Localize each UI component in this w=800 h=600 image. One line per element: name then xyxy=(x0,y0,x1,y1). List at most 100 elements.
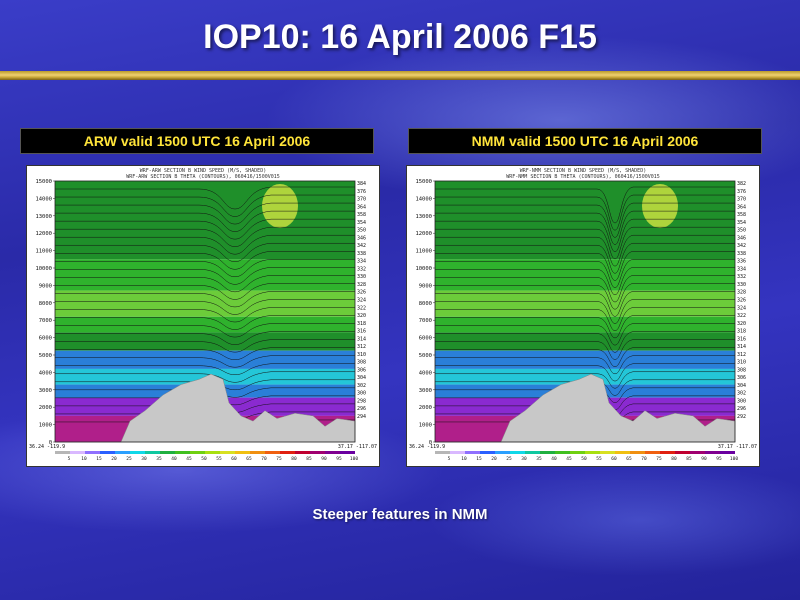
theta-contour xyxy=(435,315,735,339)
theta-contour xyxy=(55,339,355,353)
colorbar-swatch xyxy=(630,451,645,454)
colorbar-label: 70 xyxy=(261,456,267,462)
colorbar-swatch xyxy=(510,451,525,454)
y-tick-label: 8000 xyxy=(39,301,52,307)
theta-contour xyxy=(55,259,355,278)
theta-contour xyxy=(55,210,355,232)
colorbar-label: 90 xyxy=(701,456,707,462)
colorbar-label: 90 xyxy=(321,456,327,462)
y-tick-label: 13000 xyxy=(415,214,432,220)
theta-label: 382 xyxy=(737,181,746,187)
theta-label: 318 xyxy=(357,321,366,327)
theta-contour xyxy=(435,202,735,238)
colorbar-label: 95 xyxy=(336,456,342,462)
colorbar-label: 30 xyxy=(521,456,527,462)
colorbar-swatch xyxy=(645,451,660,454)
y-tick-label: 11000 xyxy=(415,249,432,255)
colorbar-label: 5 xyxy=(68,456,71,462)
colorbar-swatch xyxy=(705,451,720,454)
y-tick-label: 6000 xyxy=(39,336,52,342)
theta-contour xyxy=(55,186,355,210)
theta-contour xyxy=(55,267,355,285)
theta-label: 364 xyxy=(357,204,366,210)
theta-label: 328 xyxy=(737,290,746,296)
theta-contour xyxy=(55,218,355,240)
y-tick-label: 10000 xyxy=(35,266,52,272)
theta-contour xyxy=(55,363,355,375)
y-tick-label: 3000 xyxy=(419,388,432,394)
theta-contour xyxy=(435,259,735,288)
theta-label: 312 xyxy=(357,344,366,350)
colorbar-swatch xyxy=(495,451,510,454)
colorbar-swatch xyxy=(525,451,540,454)
theta-contour xyxy=(435,347,735,367)
colorbar-label: 75 xyxy=(276,456,282,462)
theta-contour xyxy=(435,283,735,310)
theta-contour xyxy=(435,291,735,317)
theta-label: 354 xyxy=(357,220,366,226)
theta-label: 318 xyxy=(737,329,746,335)
theta-label: 346 xyxy=(737,235,746,241)
colorbar-label: 10 xyxy=(81,456,87,462)
theta-label: 308 xyxy=(737,367,746,373)
terrain xyxy=(435,373,736,443)
y-tick-label: 7000 xyxy=(39,318,52,324)
colorbar-label: 55 xyxy=(596,456,602,462)
theta-contour xyxy=(435,234,735,267)
theta-label: 294 xyxy=(357,414,366,420)
colorbar-swatch xyxy=(720,451,735,454)
theta-label: 302 xyxy=(357,383,366,389)
colorbar-swatch xyxy=(340,451,355,454)
colorbar-label: 15 xyxy=(96,456,102,462)
theta-contour xyxy=(435,299,735,324)
colorbar-swatch xyxy=(100,451,115,454)
colorbar-label: 55 xyxy=(216,456,222,462)
y-tick-label: 10000 xyxy=(415,266,432,272)
theta-label: 346 xyxy=(357,235,366,241)
y-tick-label: 15000 xyxy=(415,179,432,185)
theta-label: 316 xyxy=(357,329,366,335)
colorbar-label: 25 xyxy=(506,456,512,462)
y-tick-label: 12000 xyxy=(415,231,432,237)
colorbar-label: 50 xyxy=(581,456,587,462)
theta-label: 330 xyxy=(737,282,746,288)
theta-label: 316 xyxy=(737,336,746,342)
theta-label: 320 xyxy=(357,313,366,319)
colorbar-label: 70 xyxy=(641,456,647,462)
theta-contour xyxy=(55,299,355,315)
y-tick-label: 14000 xyxy=(415,196,432,202)
y-tick-label: 6000 xyxy=(419,336,432,342)
theta-contour xyxy=(435,355,735,375)
theta-label: 326 xyxy=(357,290,366,296)
colorbar-label: 20 xyxy=(111,456,117,462)
y-tick-label: 5000 xyxy=(419,353,432,359)
theta-contour xyxy=(55,194,355,217)
colorbar-label: 10 xyxy=(461,456,467,462)
cross-section-plot-arw: WRF-ARW SECTION B WIND SPEED (M/S, SHADE… xyxy=(26,165,380,467)
terrain xyxy=(55,373,356,443)
colorbar-label: 80 xyxy=(291,456,297,462)
y-tick-label: 1000 xyxy=(39,423,52,429)
plot-svg-nmm: WRF-NMM SECTION B WIND SPEED (M/S, SHADE… xyxy=(409,168,757,462)
colorbar-label: 80 xyxy=(671,456,677,462)
colorbar-label: 50 xyxy=(201,456,207,462)
colorbar-swatch xyxy=(450,451,465,454)
y-tick-label: 5000 xyxy=(39,353,52,359)
theta-label: 370 xyxy=(357,197,366,203)
corner-right-label: 37.17 -117.07 xyxy=(338,444,377,450)
theta-label: 330 xyxy=(357,274,366,280)
theta-label: 300 xyxy=(737,398,746,404)
wind-band xyxy=(55,316,355,333)
theta-label: 296 xyxy=(737,406,746,412)
colorbar-label: 40 xyxy=(551,456,557,462)
wind-band xyxy=(55,290,355,317)
colorbar-swatch xyxy=(615,451,630,454)
colorbar-label: 65 xyxy=(246,456,252,462)
y-tick-label: 9000 xyxy=(39,283,52,289)
colorbar-label: 95 xyxy=(716,456,722,462)
theta-label: 332 xyxy=(357,266,366,272)
wind-band xyxy=(55,332,355,351)
colorbar-swatch xyxy=(570,451,585,454)
y-tick-label: 1000 xyxy=(419,423,432,429)
theta-label: 364 xyxy=(737,204,746,210)
